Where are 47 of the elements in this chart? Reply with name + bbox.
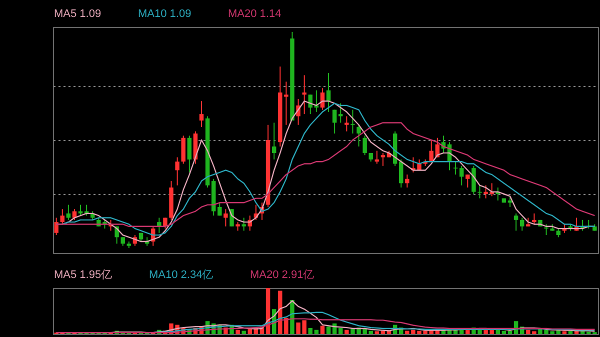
bar (320, 326, 325, 334)
candlestick (466, 174, 470, 188)
candlestick (532, 212, 536, 225)
candlestick (453, 161, 458, 176)
candlestick (272, 122, 276, 160)
bar (326, 326, 331, 334)
candlestick (398, 158, 404, 188)
bar (338, 328, 343, 334)
text: MA5 1.09 (54, 8, 102, 20)
candlestick (332, 109, 337, 134)
bar (374, 331, 380, 334)
bar (308, 328, 312, 334)
candlestick (362, 135, 367, 156)
bar (236, 330, 240, 334)
candlestick (380, 152, 386, 166)
text: MA10 1.09 (138, 8, 192, 20)
candlestick (181, 135, 186, 164)
text: MA20 1.14 (228, 8, 282, 20)
candlestick (520, 217, 524, 232)
candlestick (187, 135, 192, 173)
candlestick (429, 140, 434, 162)
candlestick (302, 74, 306, 115)
bar (344, 330, 349, 334)
candlestick (54, 217, 58, 236)
candlestick (224, 208, 228, 227)
candlestick (344, 116, 349, 132)
candlestick (66, 204, 71, 220)
candlestick (405, 174, 410, 188)
candlestick (157, 217, 162, 234)
candlestick (60, 208, 64, 225)
bar (242, 330, 246, 334)
candlestick (175, 156, 180, 186)
candlestick (242, 217, 246, 232)
candlestick (514, 212, 518, 232)
candlestick (350, 109, 355, 134)
text: MA20 2.91亿 (250, 268, 314, 281)
text: MA5 1.95亿 (54, 268, 112, 281)
candlestick (459, 165, 464, 186)
bar (314, 330, 319, 334)
bar (496, 330, 500, 334)
candlestick (544, 224, 548, 236)
candlestick (199, 100, 204, 128)
candlestick (218, 202, 222, 216)
candlestick (472, 165, 476, 194)
candlestick (356, 124, 361, 147)
text: MA10 2.34亿 (149, 268, 214, 281)
bar (562, 331, 567, 334)
